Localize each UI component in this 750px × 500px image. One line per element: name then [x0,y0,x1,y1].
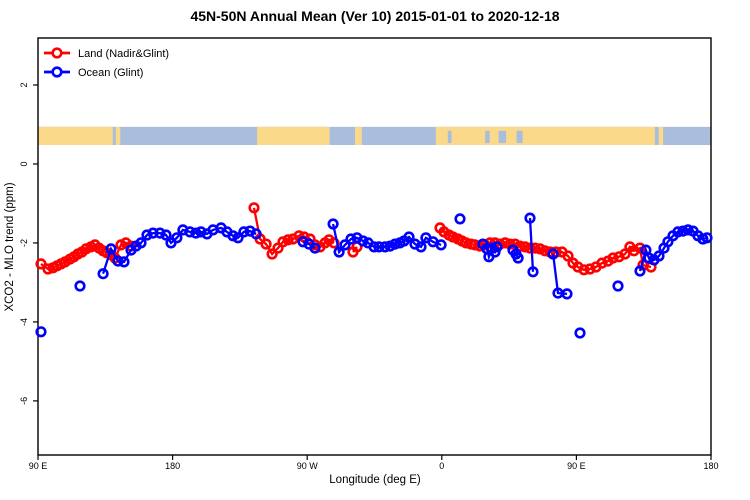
y-tick-label: -6 [19,397,29,405]
ocean-series-point [403,231,415,243]
x-tick-label: 0 [439,461,444,471]
legend-point-symbol [51,47,63,59]
ocean-series-point [527,266,539,278]
land-series-point [266,248,278,260]
x-tick-label: 90 W [297,461,319,471]
y-tick-label: 0 [19,161,29,166]
ocean-series-point [160,229,172,241]
land-series-point [578,264,590,276]
ocean-series-point [524,212,536,224]
land-series-point [584,263,596,275]
land-series-point [607,252,619,264]
map-strip-land-segment [257,126,330,146]
ocean-series-point [682,224,694,236]
land-series-point [519,241,531,253]
land-series-point [524,242,536,254]
ocean-series-point [345,233,357,245]
land-series-point [596,257,608,269]
legend-label: Land (Nadir&Glint) [78,48,169,60]
ocean-series-point [171,232,183,244]
ocean-series-point [238,226,250,238]
ocean-series-point [112,255,124,267]
plot-box [37,37,712,456]
ocean-series-point [512,252,524,264]
ocean-series-point [232,232,244,244]
ocean-series-point [135,237,147,249]
ocean-series-point [561,288,573,300]
ocean-series-line [528,218,535,272]
ocean-series-point [368,241,380,253]
ocean-series-point [379,241,391,253]
map-strip-land-segment [355,126,362,146]
map-strip-land-segment [38,126,113,146]
ocean-series-point [297,236,309,248]
ocean-series-point [653,250,665,262]
legend-label: Ocean (Glint) [78,67,143,79]
ocean-series-point [118,256,130,268]
land-series-point [562,250,574,262]
y-axis-label: XCO2 - MLO trend (ppm) [4,182,16,312]
map-strip-land-segment [435,126,655,146]
ocean-series-point [327,218,339,230]
ocean-series-point [97,268,109,280]
ocean-series-point [190,227,202,239]
land-series-point [248,202,260,214]
map-strip-land-segment [658,126,664,146]
x-axis-label: Longitude (deg E) [329,474,421,486]
y-tick-label: -2 [19,239,29,247]
ocean-series-point [184,226,196,238]
ocean-series-point [373,241,385,253]
map-strip-ocean-speck [516,130,523,144]
x-tick-label: 180 [165,461,180,471]
ocean-series-point [612,280,624,292]
land-series-point [42,263,54,275]
ocean-series-point [309,242,321,254]
ocean-series-point [574,327,586,339]
ocean-series-point [357,235,369,247]
x-tick-label: 90 E [567,461,586,471]
ocean-series-point [491,241,503,253]
ocean-series-point [643,252,655,264]
map-strip-ocean-speck [498,130,507,144]
ocean-series-point [701,232,713,244]
y-tick-label: -4 [19,318,29,326]
ocean-series-point [389,238,401,250]
ocean-series-point [677,225,689,237]
x-tick-label: 90 E [29,461,48,471]
map-strip-ocean-speck [485,130,490,144]
ocean-series-point [415,241,427,253]
map-strip-land-segment [115,126,121,146]
ocean-series-point [634,265,646,277]
ocean-series-point [195,226,207,238]
land-series-point [35,258,47,270]
ocean-series-point [333,246,345,258]
ocean-series-point [35,326,47,338]
land-series-point [282,234,294,246]
ocean-series-point [435,239,447,251]
legend-point-symbol [51,66,63,78]
ocean-series-point [105,243,117,255]
y-tick-label: 2 [19,82,29,87]
chart-title: 45N-50N Annual Mean (Ver 10) 2015-01-01 … [190,8,560,24]
ocean-series-point [339,239,351,251]
land-series-point [619,248,631,260]
map-strip-ocean-speck [447,130,452,144]
ocean-series-point [74,280,86,292]
ocean-series-point [250,228,262,240]
ocean-series-point [154,227,166,239]
ocean-series-point [672,226,684,238]
land-series-point [260,238,272,250]
ocean-series-point [147,227,159,239]
x-tick-label: 180 [703,461,718,471]
ocean-series-point [141,229,153,241]
land-series-point [634,242,646,254]
ocean-series-point [547,248,559,260]
ocean-series-point [454,213,466,225]
